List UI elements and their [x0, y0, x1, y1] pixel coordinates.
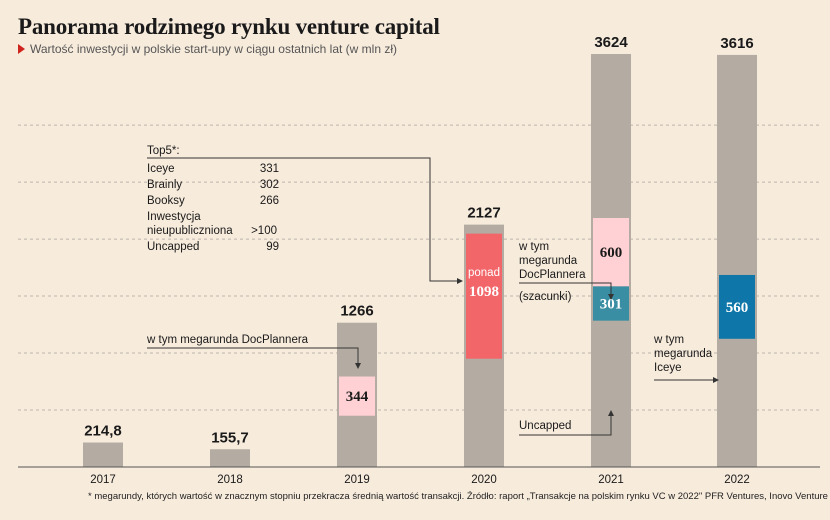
- x-tick-label: 2019: [344, 474, 370, 486]
- bar: [83, 442, 123, 467]
- segment-label: 344: [346, 389, 369, 405]
- top5-name: Iceye: [147, 163, 175, 175]
- subtitle-text: Wartość inwestycji w polskie start-upy w…: [30, 42, 397, 56]
- top5-name: Booksy: [147, 195, 185, 207]
- arrow-top5: [147, 157, 463, 284]
- arrow-uncapped: [519, 410, 614, 436]
- segment-label: 600: [600, 245, 623, 261]
- x-tick-label: 2021: [598, 474, 624, 486]
- top5-name: Brainly: [147, 179, 183, 191]
- arrow-docplanner-2021: [519, 282, 614, 300]
- red-triangle-icon: [18, 44, 25, 54]
- value-label: 214,8: [84, 423, 122, 440]
- top5-table: Top5*: Iceye 331 Brainly 302 Booksy 266 Inw…: [147, 144, 279, 256]
- top5-row: Brainly 302: [147, 178, 279, 192]
- value-label: 1266: [340, 303, 373, 320]
- chart-title: Panorama rodzimego rynku venture capital: [18, 14, 440, 39]
- top5-row: Iceye 331: [147, 162, 279, 176]
- bar: [210, 449, 250, 467]
- segment-prefix: ponad: [468, 267, 500, 279]
- note-docplanner-2019: w tym megarunda DocPlannera: [147, 334, 309, 346]
- value-label: 3624: [594, 34, 628, 51]
- top5-row: Booksy 266: [147, 194, 279, 208]
- segment: [466, 233, 502, 359]
- arrow-docplanner-2019: [147, 347, 361, 369]
- top5-value: >100: [251, 225, 277, 237]
- segment: [719, 274, 755, 339]
- segment-label: 560: [726, 300, 749, 316]
- value-label: 2127: [467, 205, 500, 222]
- top5-value: 331: [259, 163, 279, 175]
- top5-value: 302: [259, 179, 279, 191]
- x-tick-label: 2018: [217, 474, 243, 486]
- segment: [339, 376, 375, 416]
- segment-label: 301: [600, 297, 623, 313]
- value-label: 155,7: [211, 429, 249, 446]
- x-tick-label: 2022: [724, 474, 750, 486]
- top5-name: Uncapped: [147, 241, 200, 253]
- top5-value: 99: [266, 241, 279, 253]
- top5-header: Top5*:: [147, 145, 180, 157]
- note-uncapped: Uncapped: [519, 420, 572, 432]
- top5-value: 266: [259, 195, 279, 207]
- top5-row: Uncapped 99: [147, 240, 279, 254]
- top5-name: Inwestycja nieupubliczniona: [147, 211, 233, 237]
- x-tick-label: 2020: [471, 474, 497, 486]
- top5-row: Inwestycja nieupubliczniona >100: [147, 210, 277, 238]
- bar: [717, 54, 757, 467]
- segment: [593, 217, 629, 287]
- chart-subtitle: Wartość inwestycji w polskie start-upy w…: [18, 42, 397, 56]
- footnote: * megarundy, których wartość w znacznym …: [88, 491, 830, 502]
- value-label: 3616: [720, 35, 753, 52]
- x-tick-label: 2017: [90, 474, 116, 486]
- note-szacunki: (szacunki): [519, 291, 572, 303]
- note-iceye: w tym megarunda Iceye: [654, 334, 713, 374]
- segment-label: 1098: [469, 284, 499, 300]
- note-docplanner-2021: w tym megarunda DocPlannera: [519, 241, 586, 281]
